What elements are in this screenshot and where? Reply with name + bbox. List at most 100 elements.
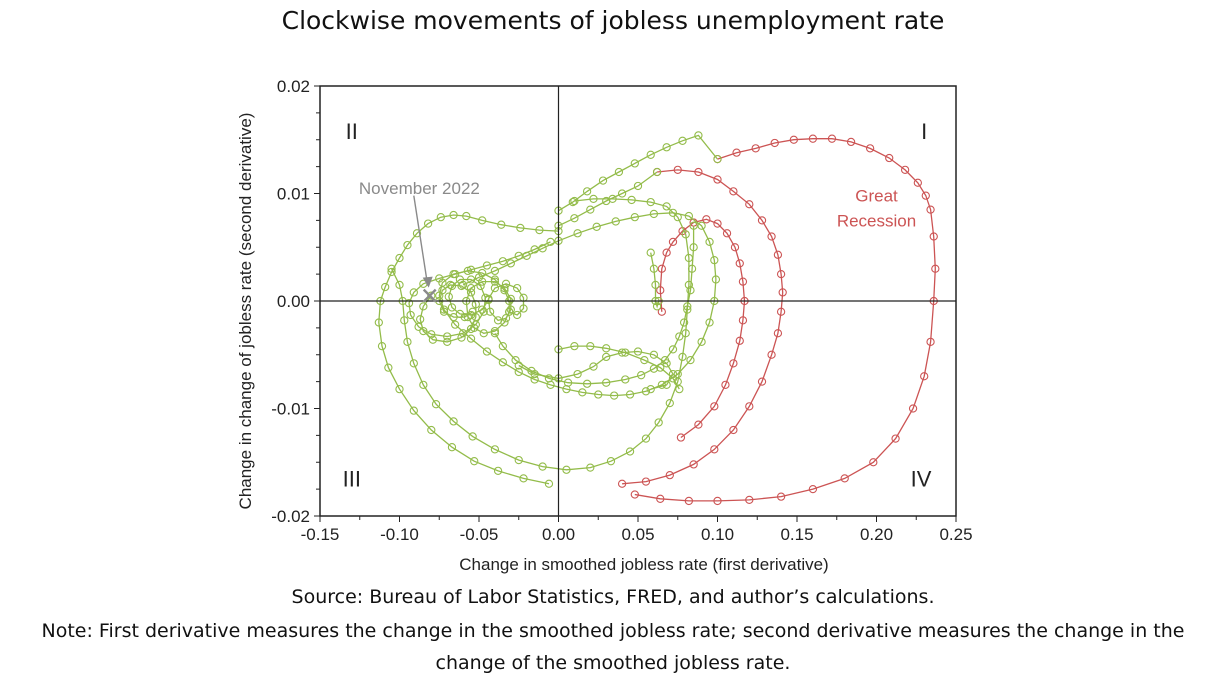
- data-point: [490, 329, 500, 338]
- data-point: [665, 470, 674, 480]
- data-point: [713, 154, 722, 164]
- data-point: [735, 336, 744, 345]
- data-point: [662, 359, 671, 368]
- data-point: [681, 329, 690, 338]
- data-point: [468, 432, 477, 441]
- data-point: [625, 390, 635, 399]
- data-point: [439, 307, 449, 316]
- data-point: [705, 318, 714, 327]
- data-point: [501, 279, 511, 288]
- data-point: [865, 144, 875, 153]
- data-point: [776, 307, 786, 316]
- data-point: [544, 479, 554, 488]
- data-point: [926, 205, 935, 214]
- data-point: [617, 189, 627, 198]
- data-point: [444, 292, 453, 301]
- data-point: [419, 326, 428, 336]
- annotation-arrow: [413, 195, 429, 286]
- data-point: [885, 153, 894, 163]
- x-axis-label: Change in smoothed jobless rate (first d…: [459, 555, 828, 574]
- data-point: [490, 283, 500, 293]
- text-layer: -0.15 -0.10 -0.05 0.00 0.05 0.10 0.15 0.20 0.25 0…: [236, 77, 973, 574]
- y-axis-label: Change in change of jobless rate (second…: [236, 113, 255, 510]
- data-point: [435, 274, 444, 283]
- data-point: [602, 378, 611, 387]
- data-point: [387, 264, 396, 273]
- x-tick-label: -0.15: [301, 525, 340, 544]
- chart-svg: -0.15 -0.10 -0.05 0.00 0.05 0.10 0.15 0.20 0.25 0…: [236, 77, 973, 574]
- data-point: [757, 216, 767, 225]
- data-point: [416, 315, 425, 324]
- data-point: [646, 384, 655, 394]
- series-line: [622, 169, 784, 485]
- data-point: [606, 457, 616, 466]
- data-point: [633, 347, 643, 356]
- series-10: [490, 221, 698, 388]
- data-point: [412, 229, 422, 238]
- data-point: [384, 363, 393, 372]
- data-point: [869, 458, 878, 467]
- arrow-head: [422, 276, 433, 288]
- data-point: [586, 341, 595, 351]
- data-point: [652, 302, 662, 311]
- data-point: [722, 229, 732, 238]
- series-2: [630, 134, 940, 506]
- data-point: [538, 462, 547, 471]
- data-point: [675, 384, 684, 394]
- annotation-label: Recession: [837, 211, 916, 230]
- data-point: [931, 264, 940, 273]
- data-point: [683, 302, 692, 311]
- data-point: [646, 197, 655, 207]
- data-point: [697, 337, 706, 346]
- data-point: [610, 391, 619, 400]
- data-point: [490, 326, 500, 336]
- data-point: [602, 344, 611, 353]
- data-point: [493, 316, 503, 325]
- data-point: [713, 496, 722, 506]
- data-point: [662, 248, 671, 257]
- series-line: [558, 345, 680, 390]
- data-point: [447, 443, 457, 452]
- series-line: [659, 218, 746, 439]
- x-tick-label: 0.15: [780, 525, 813, 544]
- data-point: [450, 269, 460, 279]
- data-point: [913, 178, 922, 187]
- data-point: [519, 474, 528, 483]
- data-point: [570, 341, 579, 351]
- data-point: [668, 345, 678, 354]
- data-point: [478, 305, 487, 314]
- data-point: [668, 208, 678, 217]
- data-point: [608, 194, 617, 204]
- data-point: [447, 303, 457, 312]
- data-point: [891, 434, 900, 443]
- data-point: [449, 210, 458, 220]
- data-point: [656, 363, 665, 372]
- data-point: [582, 379, 592, 388]
- data-point: [678, 136, 687, 145]
- data-point: [713, 219, 722, 228]
- data-point: [738, 277, 748, 286]
- data-point: [652, 167, 662, 177]
- data-point: [598, 176, 608, 185]
- data-point: [808, 134, 818, 143]
- data-point: [694, 131, 703, 140]
- data-point: [570, 196, 579, 206]
- series-3: [554, 131, 722, 215]
- data-point: [630, 212, 639, 222]
- data-point: [490, 445, 500, 454]
- data-point: [403, 337, 412, 346]
- x-tick-label: 0.10: [701, 525, 734, 544]
- data-point: [649, 350, 659, 359]
- data-point: [409, 288, 418, 297]
- quadrant-label: I: [921, 119, 927, 144]
- axes-layer: [314, 85, 957, 522]
- data-point: [466, 275, 476, 284]
- data-point: [427, 425, 436, 435]
- data-point: [702, 215, 711, 224]
- data-point: [900, 165, 910, 174]
- data-point: [665, 398, 674, 408]
- data-point: [468, 307, 477, 316]
- data-point: [675, 332, 684, 341]
- x-tick-label: 0.00: [542, 525, 575, 544]
- data-point: [711, 275, 721, 284]
